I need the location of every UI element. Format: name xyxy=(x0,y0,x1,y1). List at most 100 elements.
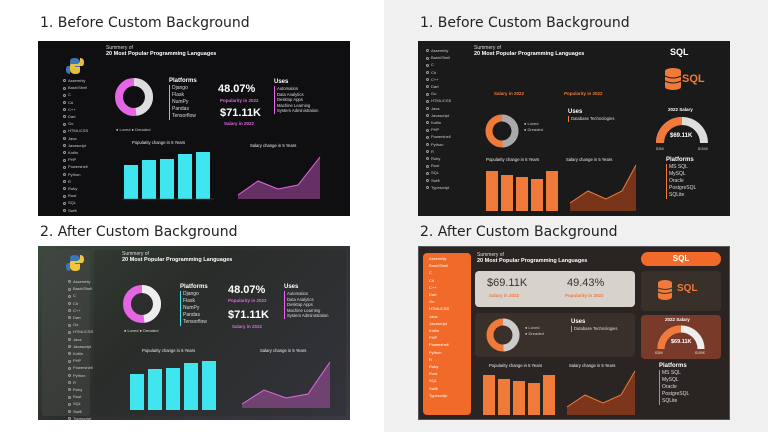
language-option[interactable]: Kotlin xyxy=(63,149,88,156)
language-option[interactable]: R xyxy=(68,379,93,386)
radio-icon[interactable] xyxy=(63,194,66,198)
radio-icon[interactable] xyxy=(426,121,429,125)
language-option[interactable]: Swift xyxy=(426,177,451,184)
language-option[interactable]: Javascript xyxy=(63,142,88,149)
language-option[interactable]: R xyxy=(63,178,88,185)
language-option[interactable]: Ruby xyxy=(426,155,451,162)
language-option[interactable]: Bash/Shell xyxy=(63,84,88,91)
radio-icon[interactable] xyxy=(63,209,66,213)
language-option[interactable]: C xyxy=(63,91,88,98)
language-option[interactable]: Powershell xyxy=(68,364,93,371)
language-option[interactable]: Python xyxy=(426,141,451,148)
language-option[interactable]: Dart xyxy=(426,83,451,90)
language-option[interactable]: SQL xyxy=(429,377,449,384)
language-option[interactable]: Typescript xyxy=(68,415,93,420)
language-option[interactable]: Ruby xyxy=(63,185,88,192)
radio-icon[interactable] xyxy=(68,388,71,392)
language-option[interactable]: Swift xyxy=(63,207,88,214)
language-option[interactable]: Powershell xyxy=(429,341,449,348)
language-option[interactable]: Kotlin xyxy=(68,350,93,357)
language-option[interactable]: Typescript xyxy=(429,392,449,399)
radio-icon[interactable] xyxy=(426,114,429,118)
language-option[interactable]: C# xyxy=(68,300,93,307)
language-option[interactable]: HTML/CSS xyxy=(429,305,449,312)
radio-icon[interactable] xyxy=(63,93,66,97)
radio-icon[interactable] xyxy=(68,338,71,342)
language-option[interactable]: C# xyxy=(63,99,88,106)
language-option[interactable]: C# xyxy=(426,69,451,76)
language-option[interactable]: Java xyxy=(426,105,451,112)
radio-icon[interactable] xyxy=(426,179,429,183)
radio-icon[interactable] xyxy=(68,287,71,291)
radio-icon[interactable] xyxy=(426,150,429,154)
language-option[interactable]: Javascript xyxy=(426,112,451,119)
language-option[interactable]: C xyxy=(68,292,93,299)
radio-icon[interactable] xyxy=(426,157,429,161)
language-option[interactable]: Go xyxy=(429,298,449,305)
radio-icon[interactable] xyxy=(426,78,429,82)
radio-icon[interactable] xyxy=(63,108,66,112)
language-option[interactable]: HTML/CSS xyxy=(68,328,93,335)
radio-icon[interactable] xyxy=(68,366,71,370)
radio-icon[interactable] xyxy=(63,115,66,119)
language-option[interactable]: C++ xyxy=(63,106,88,113)
language-option[interactable]: SQL xyxy=(426,169,451,176)
language-option[interactable]: Go xyxy=(426,90,451,97)
language-option[interactable]: Bash/Shell xyxy=(426,54,451,61)
radio-icon[interactable] xyxy=(63,158,66,162)
language-option[interactable]: Typescript xyxy=(63,214,88,216)
language-option[interactable]: Go xyxy=(68,321,93,328)
radio-icon[interactable] xyxy=(426,186,429,190)
radio-icon[interactable] xyxy=(426,135,429,139)
radio-icon[interactable] xyxy=(68,381,71,385)
language-option[interactable]: Rust xyxy=(63,192,88,199)
language-option[interactable]: Dart xyxy=(68,314,93,321)
language-option[interactable]: Java xyxy=(68,336,93,343)
language-option[interactable]: Rust xyxy=(429,370,449,377)
radio-icon[interactable] xyxy=(426,63,429,67)
radio-icon[interactable] xyxy=(426,143,429,147)
language-option[interactable]: Typescript xyxy=(426,184,451,191)
language-option[interactable]: Swift xyxy=(429,385,449,392)
language-option[interactable]: C xyxy=(429,269,449,276)
language-option[interactable]: Assembly xyxy=(426,47,451,54)
language-option[interactable]: C xyxy=(426,61,451,68)
language-option[interactable]: C# xyxy=(429,277,449,284)
language-option[interactable]: Ruby xyxy=(68,386,93,393)
language-option[interactable]: Powershell xyxy=(426,133,451,140)
radio-icon[interactable] xyxy=(426,56,429,60)
language-option[interactable]: PHP xyxy=(63,156,88,163)
radio-icon[interactable] xyxy=(68,395,71,399)
radio-icon[interactable] xyxy=(68,302,71,306)
language-option[interactable]: HTML/CSS xyxy=(426,97,451,104)
language-option[interactable]: Powershell xyxy=(63,163,88,170)
language-option[interactable]: C++ xyxy=(429,284,449,291)
language-option[interactable]: C++ xyxy=(68,307,93,314)
radio-icon[interactable] xyxy=(63,165,66,169)
language-option[interactable]: R xyxy=(426,148,451,155)
radio-icon[interactable] xyxy=(426,92,429,96)
radio-icon[interactable] xyxy=(68,316,71,320)
language-option[interactable]: Java xyxy=(429,313,449,320)
radio-icon[interactable] xyxy=(426,128,429,132)
language-option[interactable]: Python xyxy=(63,171,88,178)
language-slicer[interactable]: Assembly Bash/Shell C C# C++ Dart Go HTML/CSS Ja… xyxy=(429,255,449,399)
radio-icon[interactable] xyxy=(63,101,66,105)
radio-icon[interactable] xyxy=(63,187,66,191)
language-slicer[interactable]: Assembly Bash/Shell C C# C++ Dart Go HTML/CSS Ja… xyxy=(63,77,88,216)
language-option[interactable]: SQL xyxy=(63,199,88,206)
radio-icon[interactable] xyxy=(63,151,66,155)
radio-icon[interactable] xyxy=(68,359,71,363)
radio-icon[interactable] xyxy=(68,352,71,356)
language-option[interactable]: R xyxy=(429,356,449,363)
radio-icon[interactable] xyxy=(68,410,71,414)
radio-icon[interactable] xyxy=(426,71,429,75)
radio-icon[interactable] xyxy=(68,309,71,313)
language-option[interactable]: Dart xyxy=(429,291,449,298)
language-option[interactable]: Bash/Shell xyxy=(429,262,449,269)
language-option[interactable]: Swift xyxy=(68,408,93,415)
language-option[interactable]: PHP xyxy=(426,126,451,133)
language-option[interactable]: Kotlin xyxy=(429,327,449,334)
radio-icon[interactable] xyxy=(63,122,66,126)
language-option[interactable]: Dart xyxy=(63,113,88,120)
